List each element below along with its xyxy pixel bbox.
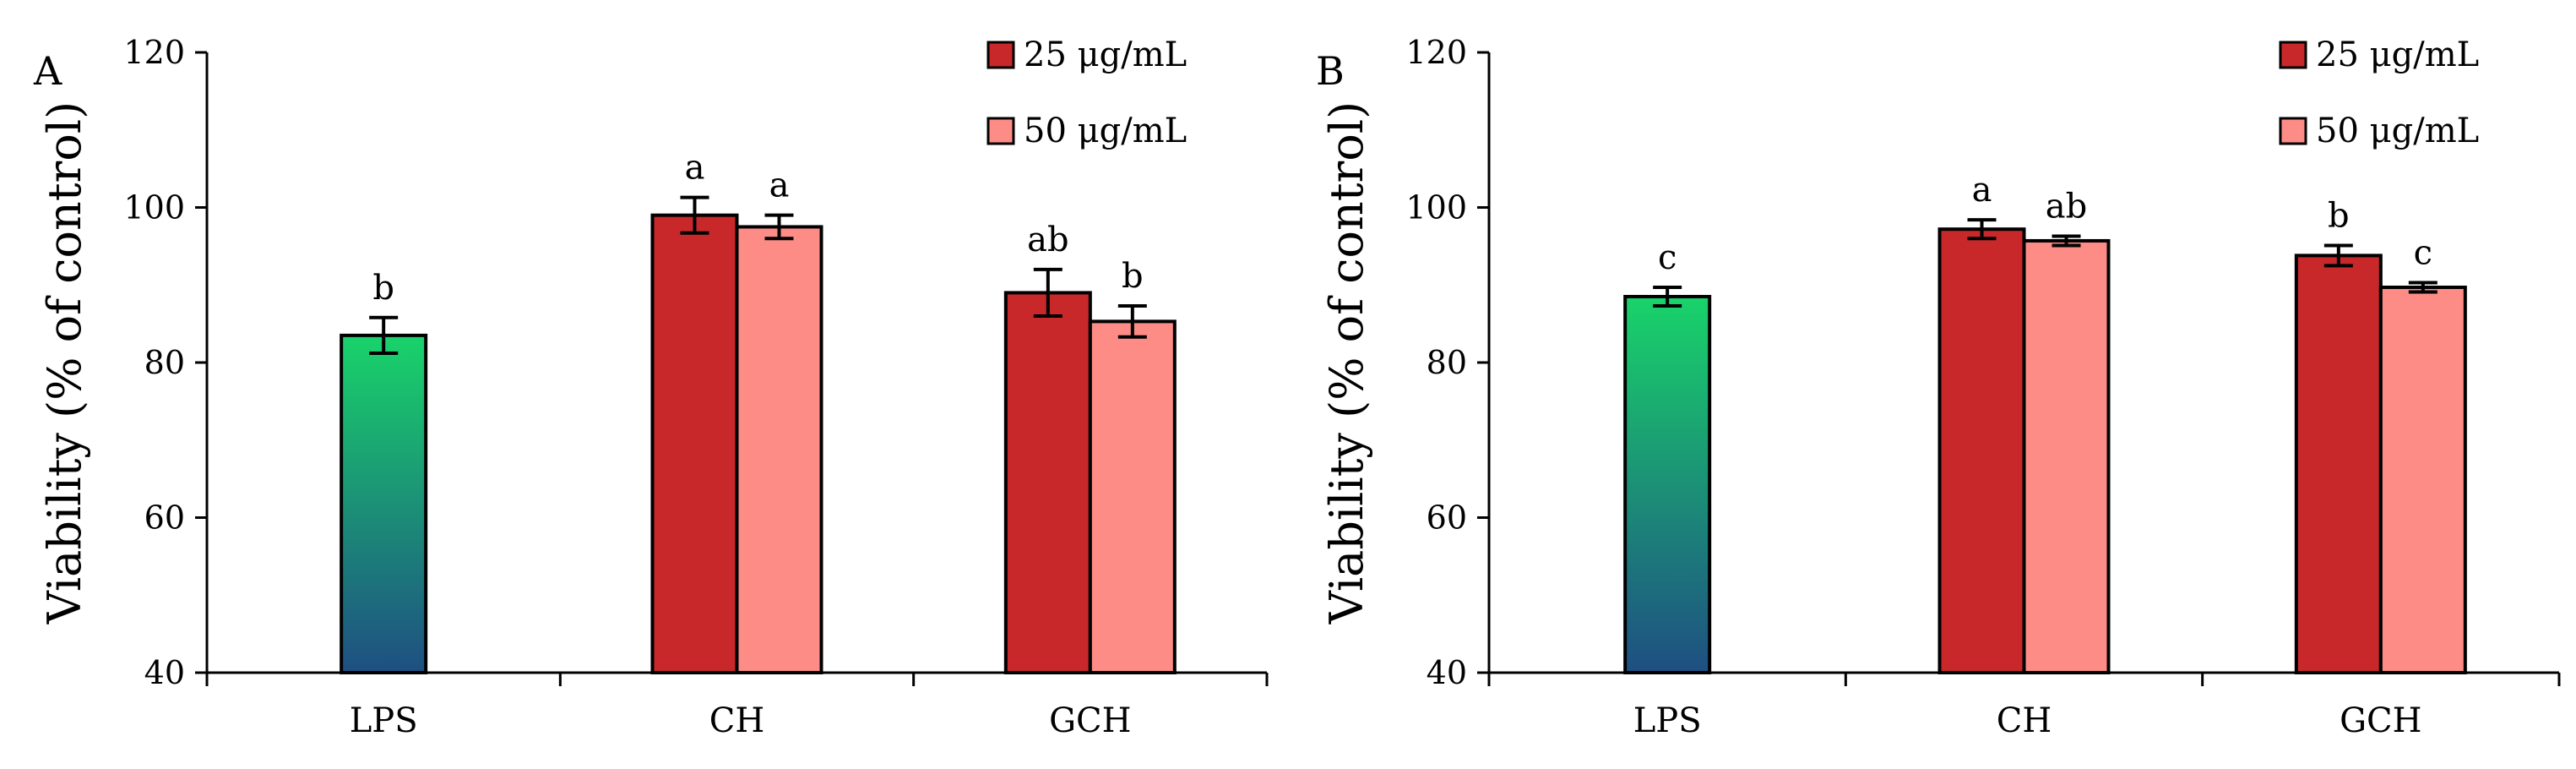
y-tick-label: 120: [1405, 34, 1467, 71]
legend-swatch: [2279, 41, 2307, 69]
chart-panel-b: B Viability (% of control) 40 60 80 100 120 LPS…: [1316, 34, 2561, 740]
y-tick-label: 80: [144, 344, 185, 381]
significance-label: b: [2328, 196, 2350, 235]
y-tick-label: 60: [144, 499, 185, 537]
y-tick-label: 100: [1405, 189, 1467, 226]
chart-panel-a: A Viability (% of control) 40 60 80 100 120 LPS…: [33, 34, 1269, 740]
bar-gch: [1088, 319, 1177, 674]
panel-label: B: [1316, 48, 1345, 94]
bar-gch: [2378, 286, 2467, 674]
panel-label: A: [33, 48, 62, 94]
significance-label: ab: [2046, 187, 2087, 226]
y-tick-label: 60: [1427, 499, 1467, 537]
bar-ch: [2022, 238, 2111, 674]
significance-label: b: [372, 269, 394, 308]
significance-label: a: [685, 149, 705, 188]
bar-ch: [735, 225, 823, 674]
y-axis-label: Viability (% of control): [1320, 101, 1373, 624]
y-axis-label: Viability (% of control): [38, 101, 91, 624]
x-category-label: CH: [1997, 701, 2052, 740]
y-tick-label: 80: [1427, 344, 1467, 381]
bar-gch: [2294, 254, 2383, 674]
y-tick-label: 100: [123, 189, 185, 226]
legend-swatch: [986, 41, 1015, 69]
significance-label: ab: [1027, 221, 1068, 259]
legend-label: 25 μg/mL: [1024, 35, 1187, 74]
legend-label: 25 μg/mL: [2316, 35, 2479, 74]
y-tick-label: 120: [123, 34, 185, 71]
significance-label: a: [769, 166, 790, 205]
y-tick-label: 40: [144, 654, 185, 691]
bar-ch: [1937, 227, 2026, 674]
legend-label: 50 μg/mL: [1024, 112, 1187, 150]
significance-label: b: [1122, 257, 1144, 296]
x-category-label: LPS: [1633, 701, 1702, 740]
legend-label: 50 μg/mL: [2316, 112, 2479, 150]
significance-label: c: [2414, 233, 2432, 272]
x-category-label: CH: [709, 701, 765, 740]
bar-gch: [1003, 291, 1092, 674]
legend-swatch: [986, 117, 1015, 145]
x-category-label: GCH: [1049, 701, 1131, 740]
significance-label: c: [1658, 238, 1677, 277]
x-category-label: LPS: [350, 701, 418, 740]
bar-lps: [1623, 295, 1712, 674]
y-tick-label: 40: [1427, 654, 1467, 691]
legend-swatch: [2279, 117, 2307, 145]
bar-lps: [340, 333, 428, 674]
significance-label: a: [1972, 171, 1992, 210]
x-category-label: GCH: [2340, 701, 2421, 740]
bar-ch: [650, 213, 739, 675]
